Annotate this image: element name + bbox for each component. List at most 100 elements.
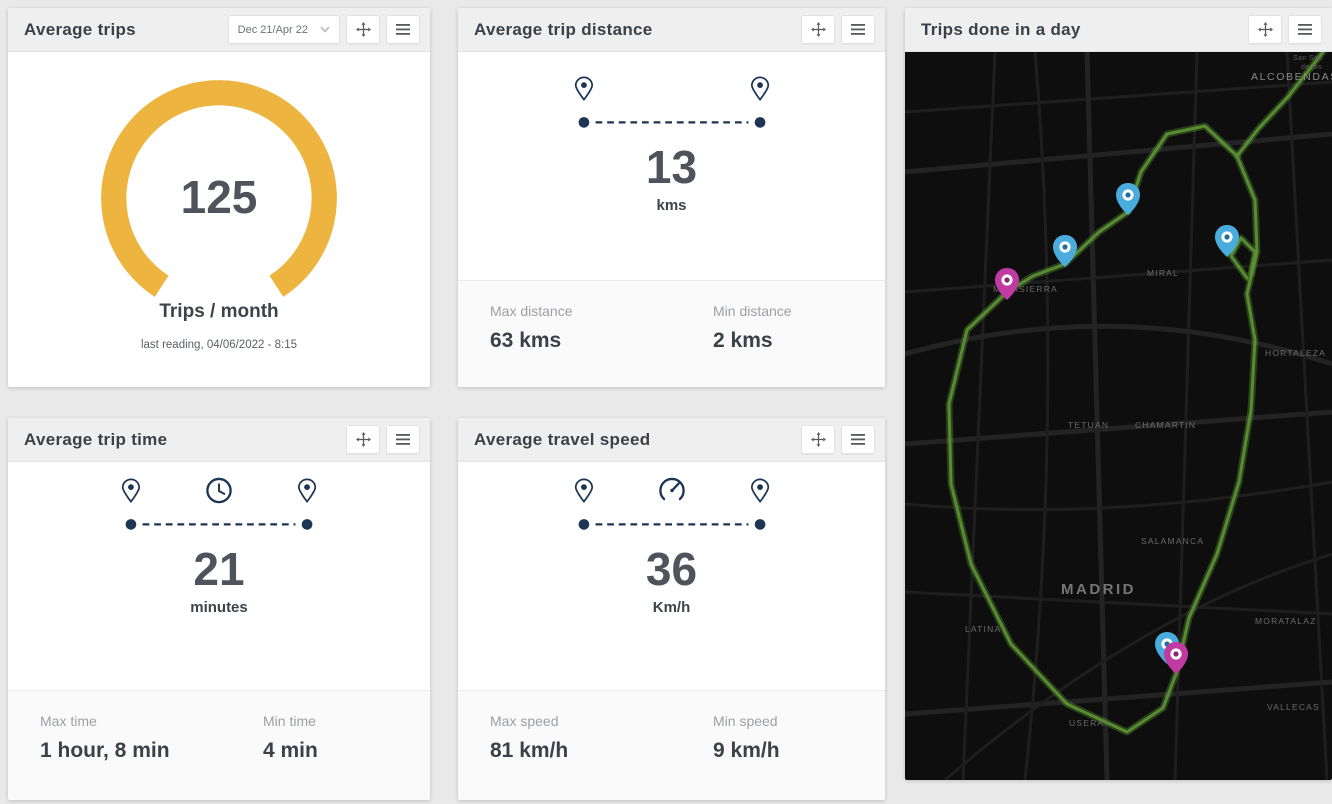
map-place-label: MIRAL [1147, 268, 1179, 278]
hamburger-menu-icon [1298, 24, 1312, 35]
widget-menu-button[interactable] [841, 425, 875, 454]
move-widget-button[interactable] [801, 15, 835, 44]
speed-stats-footer: Max speed 81 km/h Min speed 9 km/h [458, 690, 885, 800]
blue-map-pin[interactable] [1215, 225, 1239, 257]
gauge-arc [101, 80, 337, 297]
card-title: Average trips [24, 19, 136, 39]
card-title: Average trip distance [474, 19, 653, 39]
stat-label: Min speed [713, 713, 778, 729]
map-place-label: SALAMANCA [1141, 536, 1204, 546]
stat-value: 81 km/h [490, 739, 569, 762]
date-range-select[interactable]: Dec 21/Apr 22 [227, 15, 340, 44]
last-reading-text: last reading, 04/06/2022 - 8:15 [140, 339, 297, 351]
stat-max-time: Max time 1 hour, 8 min [40, 713, 263, 800]
card-average-trip-time: Average trip time 21 minutes [8, 418, 430, 800]
card-trips-done-in-a-day: Trips done in a day [905, 8, 1332, 780]
stat-max-distance: Max distance 63 kms [490, 303, 713, 387]
time-stats-footer: Max time 1 hour, 8 min Min time 4 min [8, 690, 430, 800]
origin-destination-pins-icon [574, 76, 769, 128]
avg-time-unit: minutes [190, 599, 248, 616]
clock-icon [206, 477, 232, 504]
avg-speed-unit: Km/h [652, 599, 691, 616]
card-title: Average trip time [24, 429, 168, 449]
card-trips-map-header: Trips done in a day [905, 8, 1332, 52]
avg-distance-unit: kms [656, 197, 687, 214]
average-trip-distance-body: 13 kms [458, 52, 885, 214]
map-place-label: VALLECAS [1267, 702, 1320, 712]
header-controls [801, 15, 875, 44]
hamburger-menu-icon [851, 24, 865, 35]
card-title: Trips done in a day [921, 19, 1081, 39]
move-icon [355, 432, 371, 447]
card-title: Average travel speed [474, 429, 651, 449]
blue-map-pin[interactable] [1053, 235, 1077, 267]
map-place-label: MORATALAZ [1255, 616, 1317, 626]
avg-distance-value: 13 [645, 141, 698, 193]
trips-gauge-arc-svg [101, 80, 337, 297]
map-place-label: San Seb [1293, 55, 1323, 62]
stat-label: Max time [40, 713, 97, 729]
stat-value: 4 min [263, 739, 318, 762]
trips-per-month-value: 125 [180, 171, 258, 223]
average-trips-body: 125 Trips / month last reading, 04/06/20… [8, 52, 430, 351]
hamburger-menu-icon [851, 434, 865, 445]
move-widget-button[interactable] [346, 425, 380, 454]
card-average-travel-speed: Average travel speed 36 Km [458, 418, 885, 800]
card-average-trip-time-header: Average trip time [8, 418, 430, 462]
stat-label: Min distance [713, 303, 792, 319]
map-place-label: TETUAN [1068, 420, 1109, 430]
stat-label: Max speed [490, 713, 559, 729]
average-travel-speed-body: 36 Km/h [458, 462, 885, 616]
widget-menu-button[interactable] [386, 425, 420, 454]
average-trip-time-body: 21 minutes [8, 462, 430, 616]
madrid-map[interactable]: San Seb de los ALCOBENDAS MIRAL MIRASIERRA HO… [905, 52, 1332, 780]
trip-route [1235, 52, 1325, 158]
trips-unit-label: Trips / month [159, 301, 279, 322]
stat-value: 9 km/h [713, 739, 780, 762]
card-average-trips-header: Average trips Dec 21/Apr 22 [8, 8, 430, 52]
widget-menu-button[interactable] [841, 15, 875, 44]
stat-min-speed: Min speed 9 km/h [713, 713, 780, 800]
date-range-value: Dec 21/Apr 22 [237, 23, 308, 36]
speedometer-icon [658, 477, 685, 501]
trip-route [1229, 236, 1257, 280]
stat-label: Min time [263, 713, 316, 729]
widget-menu-button[interactable] [386, 15, 420, 44]
blue-map-pin[interactable] [1116, 183, 1140, 215]
card-average-trip-distance-header: Average trip distance [458, 8, 885, 52]
move-icon [810, 432, 826, 447]
move-icon [1257, 22, 1273, 37]
move-widget-button[interactable] [346, 15, 380, 44]
map-streets [905, 52, 1332, 780]
hamburger-menu-icon [396, 434, 410, 445]
move-widget-button[interactable] [1248, 15, 1282, 44]
header-controls [346, 425, 420, 454]
map-place-label: ALCOBENDAS [1251, 71, 1332, 83]
card-average-trips: Average trips Dec 21/Apr 22 125 Trips / … [8, 8, 430, 387]
map-place-label: MADRID [1061, 581, 1136, 598]
map-place-label: LATINA [965, 624, 1001, 634]
trips-gauge: 125 [99, 78, 339, 299]
pink-map-pin[interactable] [995, 268, 1019, 300]
card-average-travel-speed-header: Average travel speed [458, 418, 885, 462]
stat-value: 63 kms [490, 329, 562, 352]
header-controls [1248, 15, 1322, 44]
map-place-label: HORTALEZA [1265, 348, 1326, 358]
move-icon [355, 22, 371, 37]
stat-value: 2 kms [713, 329, 773, 352]
header-controls [801, 425, 875, 454]
widget-menu-button[interactable] [1288, 15, 1322, 44]
stat-min-time: Min time 4 min [263, 713, 318, 800]
pink-map-pin[interactable] [1164, 642, 1188, 674]
header-controls: Dec 21/Apr 22 [227, 15, 420, 44]
hamburger-menu-icon [396, 24, 410, 35]
distance-stats-footer: Max distance 63 kms Min distance 2 kms [458, 280, 885, 387]
move-widget-button[interactable] [801, 425, 835, 454]
avg-speed-value: 36 [645, 543, 698, 595]
stat-min-distance: Min distance 2 kms [713, 303, 792, 387]
stat-value: 1 hour, 8 min [40, 739, 170, 762]
stat-label: Max distance [490, 303, 573, 319]
map-place-label: CHAMARTIN [1135, 420, 1196, 430]
map-place-label: USERA [1069, 718, 1104, 728]
